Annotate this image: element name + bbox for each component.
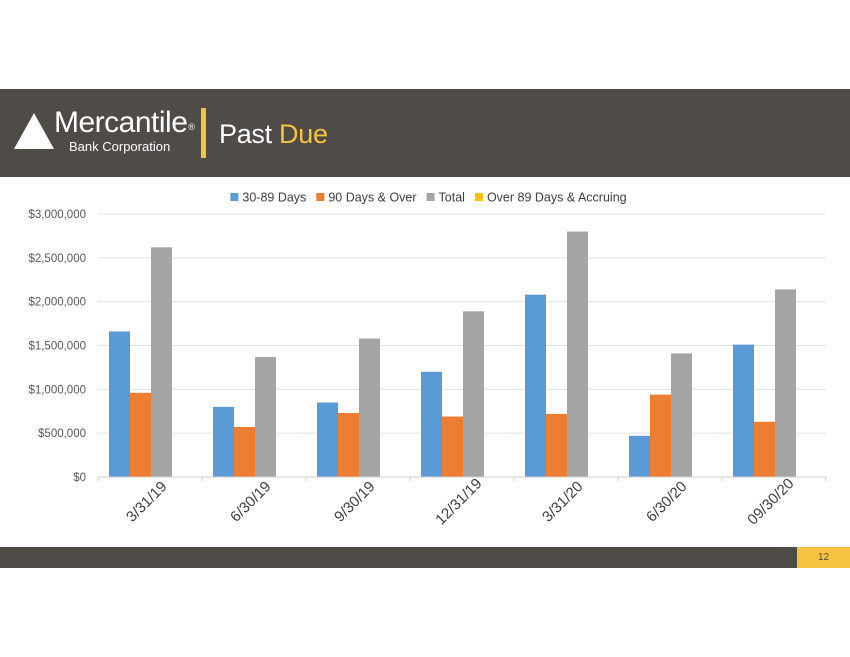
bar — [733, 344, 754, 477]
slide-title-main: Past — [219, 119, 272, 149]
y-tick-label: $0 — [73, 472, 86, 484]
brand-name: Mercantile® — [54, 106, 195, 139]
bar — [130, 392, 151, 477]
x-tick-label: 3/31/20 — [539, 478, 586, 525]
bar — [775, 289, 796, 477]
x-axis-tick-labels: 3/31/19 6/30/19 9/30/19 12/31/19 3/31/20 6/30… — [123, 475, 797, 528]
x-tick-label: 6/30/19 — [227, 478, 274, 525]
slide-footer — [0, 547, 797, 568]
past-due-bar-chart: $0 $500,000 $1,000,000 $1,500,000 $2,000,000… — [28, 191, 827, 528]
bar — [421, 371, 442, 477]
chart-legend: 30-89 Days 90 Days & Over Total Over 89 Day… — [230, 191, 627, 205]
y-tick-label: $3,000,000 — [28, 209, 86, 221]
y-tick-label: $2,000,000 — [28, 297, 86, 309]
bars — [109, 231, 796, 477]
bar — [359, 338, 380, 477]
bar — [151, 247, 172, 477]
legend-label: 30-89 Days — [242, 191, 306, 205]
bar — [754, 421, 775, 477]
legend-label: 90 Days & Over — [328, 191, 416, 205]
bar — [338, 413, 359, 477]
legend-swatch — [474, 193, 483, 201]
bar — [629, 435, 650, 477]
header-divider — [201, 108, 206, 158]
x-tick-label: 09/30/20 — [744, 475, 797, 528]
x-tick-label: 12/31/19 — [432, 475, 485, 528]
gridlines — [98, 213, 826, 434]
y-axis-tick-labels: $0 $500,000 $1,000,000 $1,500,000 $2,000,000… — [28, 209, 86, 484]
bar — [463, 311, 484, 477]
bar — [546, 413, 567, 477]
x-tick-label: 3/31/19 — [123, 478, 170, 525]
bar — [650, 394, 671, 477]
bar — [567, 231, 588, 477]
bar — [234, 427, 255, 477]
bar — [525, 294, 546, 477]
y-tick-label: $1,000,000 — [28, 384, 86, 396]
legend-swatch — [230, 193, 239, 201]
registered-mark: ® — [188, 122, 195, 132]
mercantile-logo-triangle-icon — [14, 113, 54, 149]
bar — [109, 331, 130, 477]
legend-swatch — [316, 193, 325, 201]
bar — [317, 402, 338, 477]
legend-label: Over 89 Days & Accruing — [487, 191, 627, 205]
x-tick-label: 6/30/20 — [643, 478, 690, 525]
page-number: 12 — [797, 547, 850, 568]
brand-subtitle: Bank Corporation — [69, 139, 171, 154]
legend-label: Total — [439, 191, 465, 205]
bar — [255, 356, 276, 477]
x-tick-label: 9/30/19 — [331, 478, 378, 525]
slide-title-accent: Due — [279, 119, 328, 149]
y-tick-label: $1,500,000 — [28, 341, 86, 353]
y-tick-label: $500,000 — [38, 428, 86, 440]
slide-title: Past Due — [219, 117, 328, 151]
bar — [442, 416, 463, 477]
slide-header — [0, 89, 850, 177]
legend-swatch — [426, 193, 435, 201]
y-tick-label: $2,500,000 — [28, 253, 86, 265]
bar — [671, 353, 692, 477]
x-axis — [97, 476, 827, 481]
bar — [213, 406, 234, 477]
